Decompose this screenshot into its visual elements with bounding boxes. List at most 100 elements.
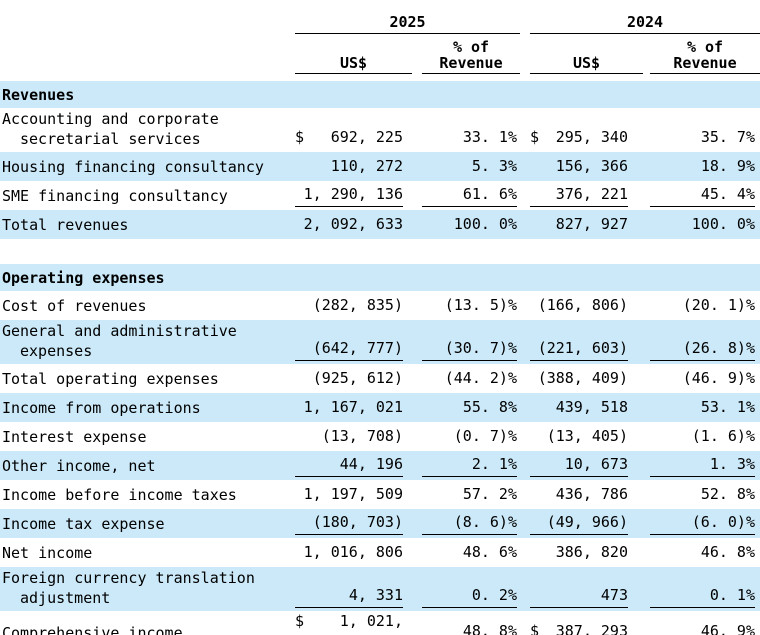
value-text: (1. 6)%	[691, 426, 755, 445]
row-label-line: Net income	[2, 543, 93, 562]
value-text: 100. 0%	[691, 214, 755, 233]
value-text: 156, 366	[555, 156, 628, 175]
value-text: 46. 8%	[700, 542, 755, 561]
currency-symbol: $	[530, 128, 540, 146]
value-text: (13, 708)	[321, 426, 403, 445]
row-label: Cost of revenues	[0, 296, 295, 316]
table-row: Interest expense (13, 708) (0. 7)% (13, 405…	[0, 422, 760, 451]
value-wrap: 53. 1%	[650, 397, 755, 419]
row-label-line: Comprehensive income	[2, 623, 183, 635]
value-text: 35. 7%	[700, 128, 755, 146]
value-text: (13. 5)%	[444, 295, 517, 314]
value-text: (642, 777)	[312, 339, 403, 357]
value-wrap: 827, 927	[530, 214, 628, 236]
value-wrap: 52. 8%	[650, 484, 755, 506]
value-text: 4, 331	[348, 586, 403, 604]
value-wrap: (30. 7)%	[422, 338, 517, 361]
value-cell: (282, 835)	[295, 295, 403, 317]
value-cell: 53. 1%	[650, 397, 755, 419]
row-label-line: Income from operations	[2, 398, 201, 417]
value-wrap: (166, 806)	[530, 295, 628, 317]
value-text: (20. 1)%	[682, 295, 755, 314]
row-label: Income before income taxes	[0, 485, 295, 505]
value-wrap: (49, 966)	[530, 512, 628, 535]
value-cell: 473	[530, 585, 628, 608]
row-label: Total operating expenses	[0, 369, 295, 389]
row-label-line: Total operating expenses	[2, 369, 219, 388]
value-text: 1, 167, 021	[303, 397, 403, 416]
value-wrap: (0. 7)%	[422, 426, 517, 448]
value-wrap: (44. 2)%	[422, 368, 517, 390]
value-text: (44. 2)%	[444, 368, 517, 387]
value-cell: 1, 290, 136	[295, 184, 403, 207]
value-text: (221, 603)	[537, 339, 628, 357]
value-wrap: (180, 703)	[295, 512, 403, 535]
value-wrap: 110, 272	[295, 156, 403, 178]
value-cell: 10, 673	[530, 454, 628, 477]
value-wrap: 46. 9%	[650, 621, 755, 635]
table-row: Net income 1, 016, 806 48. 6% 386, 820 46. 8…	[0, 538, 760, 567]
row-label: Interest expense	[0, 427, 295, 447]
value-wrap: $295, 340	[530, 127, 628, 149]
value-wrap: 18. 9%	[650, 156, 755, 178]
value-wrap: (642, 777)	[295, 338, 403, 361]
row-label-line: Other income, net	[2, 456, 156, 475]
value-wrap: (26. 8)%	[650, 338, 755, 361]
value-cell: 61. 6%	[422, 184, 517, 207]
value-cell: 52. 8%	[650, 484, 755, 506]
value-cell: 100. 0%	[422, 214, 517, 236]
value-cell: 18. 9%	[650, 156, 755, 178]
row-label-line: secretarial services	[20, 130, 201, 148]
value-cell: 386, 820	[530, 542, 628, 564]
value-cell: $295, 340	[530, 127, 628, 149]
row-label-line: SME financing consultancy	[2, 186, 228, 205]
currency-symbol: $	[295, 128, 305, 146]
column-header-label: US$	[339, 54, 368, 72]
year-header-row: 2025 2024	[0, 0, 760, 34]
row-label-line: Income tax expense	[2, 514, 165, 533]
row-label: Income tax expense	[0, 514, 295, 534]
value-wrap: 1. 3%	[650, 454, 755, 477]
row-label-line: expenses	[20, 342, 93, 360]
column-header-pct-2024: % of Revenue	[650, 39, 760, 74]
value-cell: 44, 196	[295, 454, 403, 477]
value-text: (13, 405)	[546, 426, 628, 445]
table-row: General and administrative expenses (642, …	[0, 320, 760, 364]
table-row: Housing financing consultancy 110, 272 5. …	[0, 152, 760, 181]
row-label-line: Foreign currency translation	[2, 569, 255, 587]
value-text: 436, 786	[555, 484, 628, 503]
value-cell: 33. 1%	[422, 127, 517, 149]
value-text: 52. 8%	[700, 484, 755, 503]
value-wrap: 57. 2%	[422, 484, 517, 506]
value-text: 44, 196	[339, 455, 403, 473]
value-cell: (13, 708)	[295, 426, 403, 448]
table-row: Income from operations 1, 167, 021 55. 8% 4…	[0, 393, 760, 422]
value-cell: 57. 2%	[422, 484, 517, 506]
row-label: Income from operations	[0, 398, 295, 418]
section-title: Operating expenses	[2, 268, 165, 287]
value-text: 1, 197, 509	[303, 484, 403, 503]
value-text: (0. 7)%	[453, 426, 517, 445]
value-text: (26. 8)%	[682, 339, 755, 357]
value-wrap: 0. 1%	[650, 585, 755, 608]
row-label-line: adjustment	[20, 589, 111, 607]
value-wrap: 10, 673	[530, 454, 628, 477]
value-wrap: (1. 6)%	[650, 426, 755, 448]
value-cell: (180, 703)	[295, 512, 403, 535]
table-row: Comprehensive income $1, 021, 137 48. 8% $3…	[0, 611, 760, 635]
value-cell: (8. 6)%	[422, 512, 517, 535]
value-cell: (221, 603)	[530, 338, 628, 361]
value-text: 295, 340	[555, 128, 628, 146]
value-text: 2, 092, 633	[303, 214, 403, 233]
value-cell: 827, 927	[530, 214, 628, 236]
value-text: 376, 221	[555, 185, 628, 203]
currency-symbol: $	[295, 612, 305, 630]
value-wrap: (8. 6)%	[422, 512, 517, 535]
value-wrap: (13. 5)%	[422, 295, 517, 317]
value-cell: 55. 8%	[422, 397, 517, 419]
value-wrap: 35. 7%	[650, 127, 755, 149]
value-text: 386, 820	[555, 542, 628, 561]
value-text: 57. 2%	[462, 484, 517, 503]
table-row: Income tax expense (180, 703) (8. 6)% (49, …	[0, 509, 760, 538]
row-label-line: Income before income taxes	[2, 485, 237, 504]
